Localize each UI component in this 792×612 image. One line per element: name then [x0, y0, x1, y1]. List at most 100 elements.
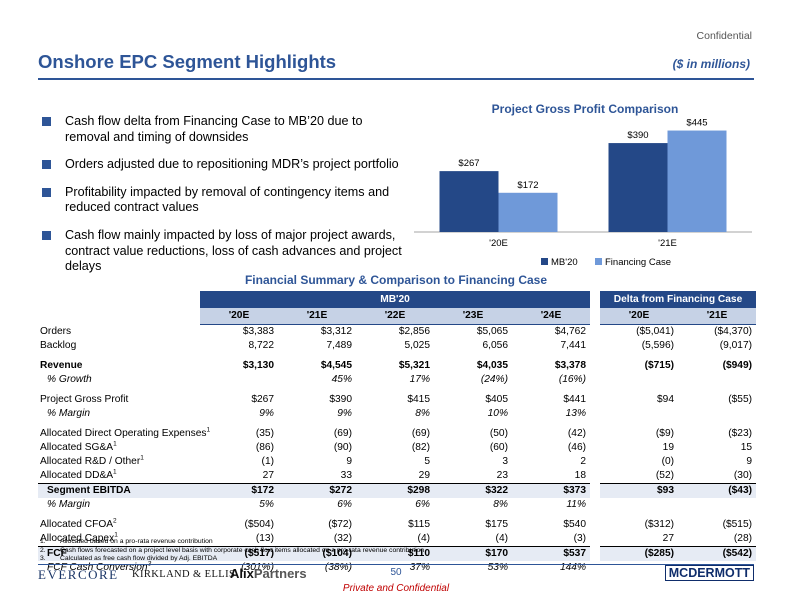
row-label: Allocated DD&A1	[38, 469, 200, 484]
table-row: Allocated CFOA2 ($504) ($72) $115 $175 $540 ($…	[38, 512, 756, 532]
mb20-cell: $3,312	[320, 326, 352, 337]
mb20-cell: (3)	[512, 532, 591, 547]
mb20-cell: (69)	[411, 428, 430, 439]
mb20-cell: $175	[485, 519, 508, 530]
mb20-cell: 33	[278, 469, 356, 484]
mb20-cell: (4)	[356, 532, 434, 547]
bullet-text: Orders adjusted due to repositioning MDR…	[65, 157, 399, 172]
year-header: '22E	[356, 308, 434, 325]
row-label-text: % Margin	[47, 499, 91, 510]
mb20-cell: $540	[563, 519, 587, 530]
row-label-text: FCF Cash Conversion	[47, 562, 148, 573]
row-label-text: % Growth	[47, 374, 92, 385]
row-label-text: Project Gross Profit	[40, 394, 129, 405]
year-header: '23E	[434, 308, 512, 325]
alix-logo-part: Alix	[230, 566, 254, 581]
partners-logo-part: Partners	[253, 566, 307, 581]
mb20-cell: (46)	[567, 442, 587, 453]
legend-swatch	[541, 258, 548, 265]
data-label: $445	[686, 118, 707, 129]
confidential-label: Confidential	[696, 30, 752, 42]
row-label: % Margin	[38, 498, 200, 512]
mb20-cell: 13%	[565, 408, 587, 419]
row-label: FCF	[38, 546, 200, 561]
delta-cell: ($542)	[678, 546, 757, 561]
footnote-ref: 1	[113, 440, 117, 448]
bar	[498, 192, 558, 232]
mb20-cell: 8%	[493, 499, 508, 510]
table-row: % Margin 9% 9% 8% 10% 13%	[38, 407, 756, 421]
delta-cell: ($55)	[728, 394, 753, 405]
delta-cell: ($5,041)	[636, 326, 675, 337]
table-row: Orders $3,383 $3,312 $2,856 $5,065 $4,762 ($5,…	[38, 325, 756, 340]
mb20-cell: (50)	[489, 428, 508, 439]
row-label-text: Segment EBITDA	[47, 485, 131, 496]
legend-label: Financing Case	[605, 257, 671, 268]
evercore-logo: EVERCORE	[38, 567, 119, 582]
mb20-cell: (86)	[255, 442, 274, 453]
chart-title: Project Gross Profit Comparison	[491, 102, 679, 116]
row-label-text: Allocated R&D / Other	[40, 456, 141, 467]
column-gap	[590, 455, 600, 469]
mb20-cell: ($504)	[244, 519, 274, 530]
delta-cell: (9,017)	[719, 340, 753, 351]
mb20-cell: ($104)	[278, 546, 356, 561]
year-header: '21E	[278, 308, 356, 325]
row-label-text: Backlog	[40, 340, 77, 351]
column-gap	[590, 325, 600, 340]
footnote-text: Calculated as free cash flow divided by …	[60, 555, 218, 562]
mb20-cell: $373	[512, 483, 591, 498]
row-label: Allocated R&D / Other1	[38, 455, 200, 469]
table-group-header: MB'20 Delta from Financing Case	[38, 291, 757, 308]
mb20-cell: (90)	[333, 442, 352, 453]
mb20-cell: 9	[346, 456, 352, 467]
column-gap	[590, 547, 600, 562]
mb20-cell: 3	[502, 456, 508, 467]
mb20-cell: $170	[434, 546, 512, 561]
bullet-text: Profitability impacted by removal of con…	[65, 184, 390, 215]
table-row: Allocated Capex1 (13) (32) (4) (4) (3) 27 (28)	[38, 532, 757, 547]
mb20-cell: 5	[424, 456, 430, 467]
footer-divider	[38, 564, 754, 565]
legend-swatch	[595, 258, 602, 265]
bullet-item: Cash flow delta from Financing Case to M…	[42, 114, 402, 145]
row-label-text: Allocated CFOA	[40, 519, 114, 530]
year-header: '20E	[600, 308, 679, 325]
table-row: Allocated Direct Operating Expenses1 (35)…	[38, 421, 756, 441]
delta-cell: 9	[746, 456, 753, 467]
mb20-cell: 8,722	[248, 340, 275, 351]
delta-cell: ($43)	[678, 483, 757, 498]
mb20-cell: $390	[329, 394, 352, 405]
row-label: Backlog	[38, 339, 200, 353]
mb20-cell: 5%	[259, 499, 274, 510]
delta-cell: 15	[740, 442, 753, 453]
row-label-text: FCF	[47, 548, 67, 559]
delta-cell: $93	[600, 483, 679, 498]
kirkland-ellis-logo: KIRKLAND & ELLIS	[132, 569, 236, 580]
row-label: % Margin	[38, 407, 200, 421]
mb20-cell: $441	[563, 394, 587, 405]
bullet-text: Cash flow mainly impacted by loss of maj…	[65, 227, 402, 274]
table-row: Allocated R&D / Other1 (1) 9 5 3 2 (0) 9	[38, 455, 756, 469]
row-label-text: Allocated DD&A	[40, 470, 114, 481]
footnote-text: Allocated based on a pro-rata revenue co…	[60, 538, 213, 545]
footnotes: 1. Allocated based on a pro-rata revenue …	[40, 538, 424, 564]
delta-cell: (0)	[661, 456, 675, 467]
table-year-header: '20E '21E '22E '23E '24E '20E '21E	[38, 308, 757, 325]
mb20-cell: $3,378	[554, 360, 587, 371]
mb20-cell: 9%	[259, 408, 274, 419]
category-label: '20E	[489, 238, 508, 249]
square-bullet-icon	[42, 117, 51, 126]
column-gap	[590, 387, 600, 407]
year-header: '24E	[512, 308, 591, 325]
table-row: Project Gross Profit $267 $390 $415 $405 $441…	[38, 387, 756, 407]
delta-cell: 27	[600, 532, 679, 547]
footnote-ref: 2	[113, 517, 117, 525]
delta-cell	[600, 498, 678, 512]
table-row: Segment EBITDA $172 $272 $298 $322 $373 $93 ($4…	[38, 483, 757, 498]
mb20-cell: (16%)	[558, 374, 587, 385]
mb20-cell: (69)	[333, 428, 352, 439]
year-header: '21E	[678, 308, 757, 325]
row-label-text: % Margin	[47, 408, 91, 419]
delta-cell	[678, 373, 756, 387]
